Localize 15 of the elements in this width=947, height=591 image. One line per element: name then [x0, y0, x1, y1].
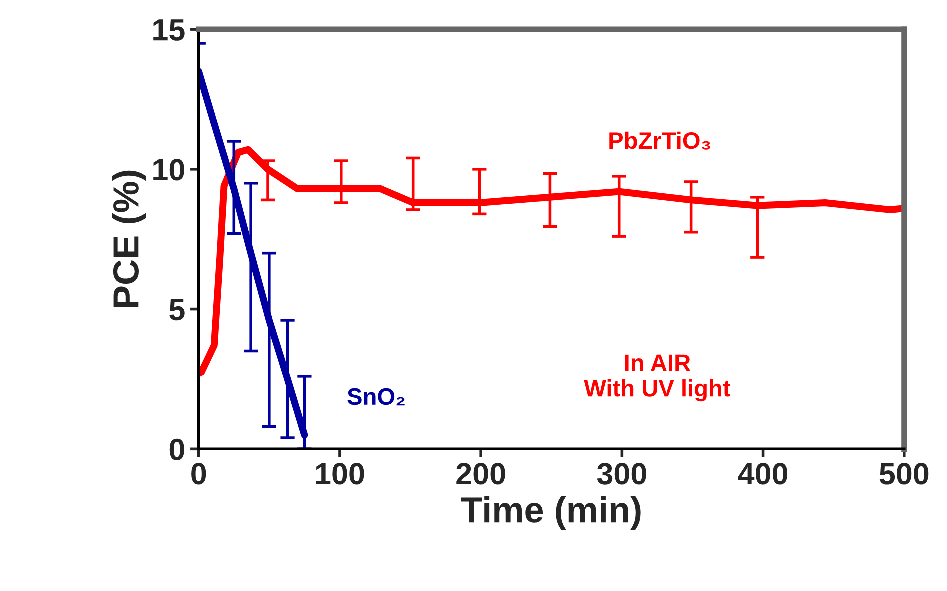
- text: SnO₂: [348, 388, 405, 406]
- annotation: In AIR With UV light: [584, 354, 731, 402]
- x-tick-label: 0: [192, 463, 206, 485]
- x-tick-label: 500: [880, 463, 929, 485]
- x-tick-label: 200: [456, 463, 506, 485]
- y-tick-label: 10: [154, 159, 184, 181]
- y-axis-title: PCE (%): [112, 170, 146, 308]
- series-label: PbZrTiO₃: [610, 132, 710, 150]
- x-tick-label: 300: [597, 463, 646, 485]
- x-tick-label: 100: [316, 463, 364, 485]
- x-tick-label: 400: [738, 463, 788, 485]
- y-tick-label: 5: [170, 299, 185, 321]
- x-axis-title: Time (min): [461, 496, 641, 530]
- y-tick-label: 0: [170, 438, 184, 461]
- y-tick-label: 15: [154, 20, 185, 41]
